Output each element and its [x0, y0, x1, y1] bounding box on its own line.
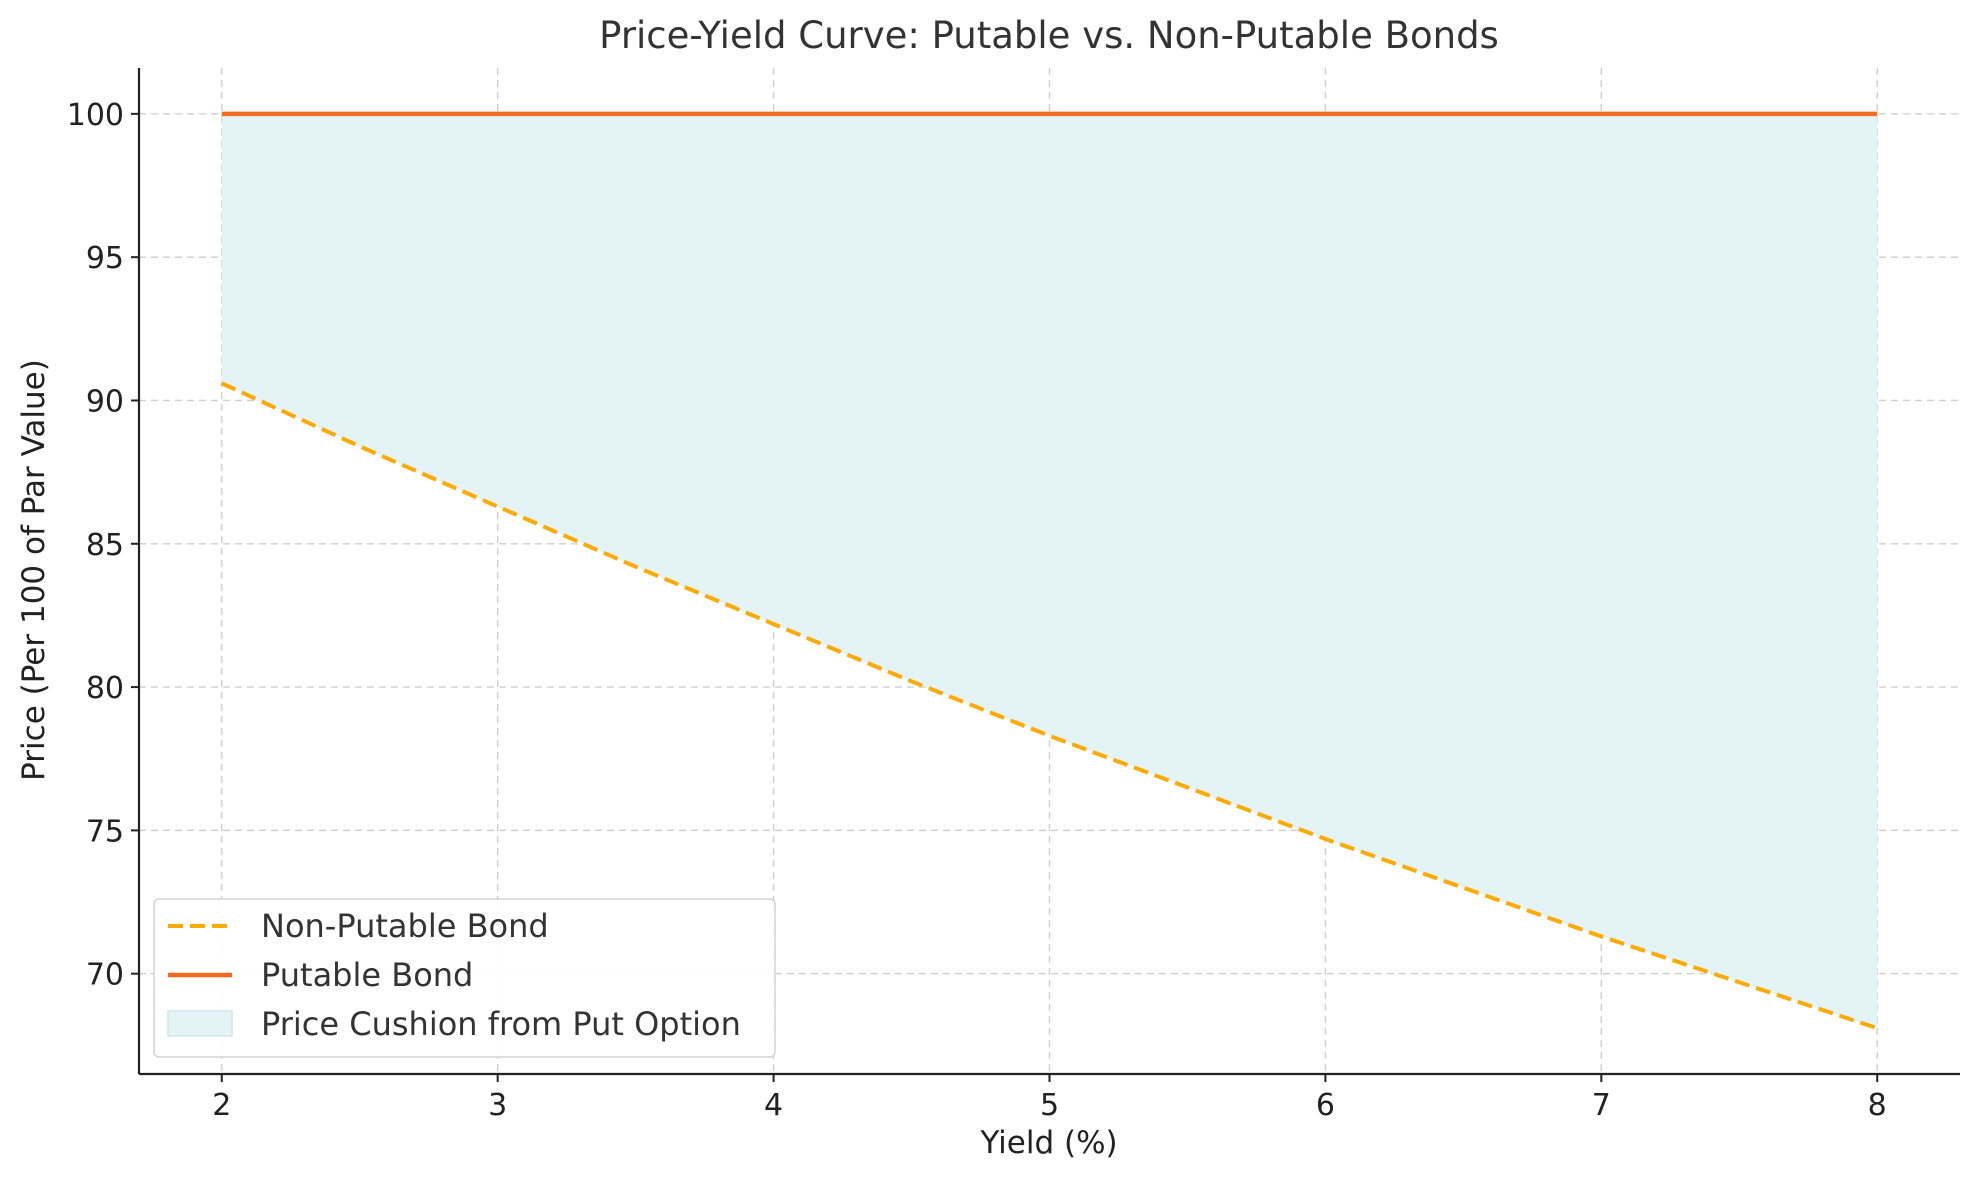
x-tick-label: 6 — [1316, 1088, 1335, 1123]
chart-title: Price-Yield Curve: Putable vs. Non-Putab… — [599, 14, 1499, 57]
y-axis-label: Price (Per 100 of Par Value) — [16, 359, 52, 781]
legend-swatch-cushion — [167, 1010, 233, 1037]
y-tick-label: 70 — [86, 958, 124, 993]
y-tick-label: 80 — [86, 671, 124, 706]
x-axis-label: Yield (%) — [979, 1125, 1117, 1161]
x-tick-label: 3 — [488, 1088, 507, 1123]
y-tick-label: 100 — [67, 98, 124, 133]
series-layer — [220, 111, 1878, 1031]
put-cushion-area — [221, 113, 1878, 1029]
y-tick-label: 75 — [86, 814, 124, 849]
legend-label-cushion: Price Cushion from Put Option — [261, 1005, 741, 1043]
x-tick-label: 7 — [1592, 1088, 1611, 1123]
x-tick-label: 5 — [1040, 1088, 1059, 1123]
y-tick-label: 90 — [86, 384, 124, 419]
tick-labels: 2 3 4 5 6 7 8 70 75 80 85 90 95 100 — [67, 98, 1887, 1123]
x-tick-label: 4 — [764, 1088, 783, 1123]
x-tick-label: 2 — [212, 1088, 231, 1123]
legend-label-putable: Putable Bond — [261, 956, 473, 994]
legend-label-non-putable: Non-Putable Bond — [261, 907, 549, 945]
fill-area-layer — [221, 113, 1878, 1029]
axes — [131, 68, 1960, 1082]
y-tick-label: 95 — [86, 241, 124, 276]
non-putable-bond-line — [220, 381, 1878, 1031]
legend-box — [153, 898, 776, 1058]
y-tick-label: 85 — [86, 528, 124, 563]
legend: Non-Putable Bond Putable Bond Price Cush… — [153, 898, 776, 1058]
x-tick-label: 8 — [1868, 1088, 1887, 1123]
